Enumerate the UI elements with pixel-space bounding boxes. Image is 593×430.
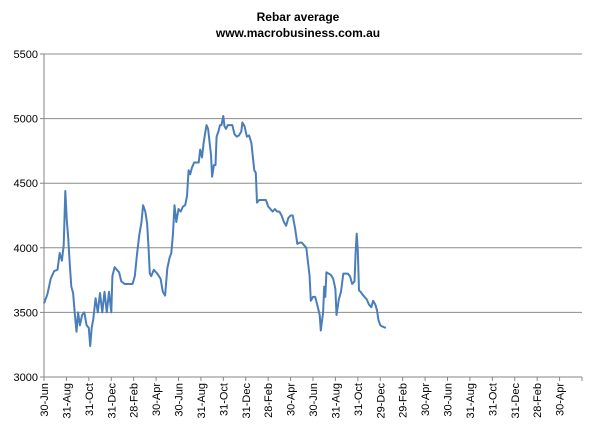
x-tick-label: 30-Apr	[151, 383, 163, 416]
y-tick-label: 4000	[14, 243, 38, 255]
chart-title: Rebar average	[257, 10, 340, 24]
x-tick-label: 30-Apr	[286, 383, 298, 416]
x-axis: 30-Jun 31-Aug 31-Oct 31-Dec 28-Feb 30-Apr 30-J…	[39, 377, 583, 419]
x-tick-label: 29-Feb	[398, 383, 410, 418]
y-tick-label: 4500	[14, 178, 38, 190]
x-tick-label: 28-Feb	[263, 383, 275, 418]
gridlines	[44, 53, 582, 378]
y-tick-label: 3500	[14, 307, 38, 319]
chart-subtitle: www.macrobusiness.com.au	[215, 26, 380, 40]
x-tick-label: 29-Dec	[375, 383, 387, 419]
x-tick-label: 30-Apr	[555, 383, 567, 416]
y-axis: 3000 3500 4000 4500 5000 5500	[14, 49, 45, 384]
x-tick-label: 31-Dec	[241, 383, 253, 419]
x-tick-label: 31-Oct	[218, 383, 230, 416]
x-tick-label: 30-Jun	[39, 383, 51, 417]
x-tick-label: 30-Jun	[308, 383, 320, 417]
x-tick-label: 28-Feb	[129, 383, 141, 418]
x-tick-label: 31-Aug	[465, 383, 477, 418]
x-tick-label: 31-Aug	[61, 383, 73, 418]
series-line	[43, 115, 387, 347]
x-tick-label: 30-Jun	[174, 383, 186, 417]
x-tick-label: 30-Apr	[420, 383, 432, 416]
x-tick-label: 30-Jun	[443, 383, 455, 417]
x-tick-label: 28-Feb	[532, 383, 544, 418]
y-tick-label: 5500	[14, 49, 38, 61]
y-tick-label: 3000	[14, 372, 38, 384]
x-tick-label: 31-Oct	[353, 383, 365, 416]
x-tick-label: 31-Oct	[84, 383, 96, 416]
x-tick-label: 31-Dec	[510, 383, 522, 419]
x-tick-label: 31-Aug	[196, 383, 208, 418]
x-tick-label: 31-Aug	[330, 383, 342, 418]
y-tick-label: 5000	[14, 114, 38, 126]
x-tick-label: 31-Dec	[106, 383, 118, 419]
x-tick-label: 31-Oct	[487, 383, 499, 416]
